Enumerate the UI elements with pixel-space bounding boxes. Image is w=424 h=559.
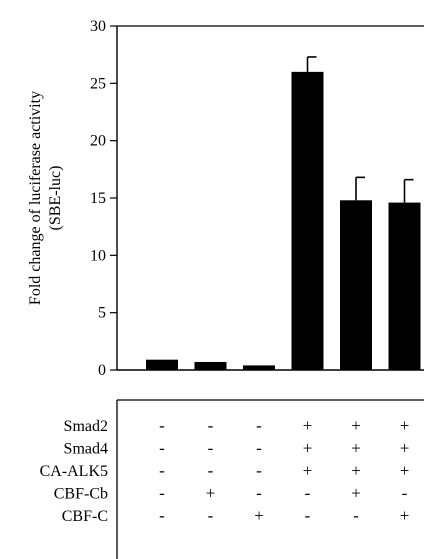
table-cell: + — [254, 506, 264, 525]
table-cell: - — [256, 484, 262, 503]
y-tick-label: 30 — [90, 18, 106, 35]
y-ticks: 0 5 10 15 20 25 30 — [90, 18, 117, 379]
table-cell: - — [305, 506, 311, 525]
table-cell: + — [351, 416, 361, 435]
y-tick-label: 5 — [98, 305, 106, 322]
table-cell: - — [256, 461, 262, 480]
table-cell: + — [351, 461, 361, 480]
table-cell: + — [303, 416, 313, 435]
treatment-table: Smad2- - - + + +Smad4- - - + + +CA-ALK5- - - + + +CBF-C… — [40, 399, 424, 559]
bar — [243, 365, 275, 370]
table-row-label: Smad4 — [64, 441, 108, 458]
table-row-label: Smad2 — [64, 418, 108, 435]
table-cell: - — [256, 439, 262, 458]
table-cell: - — [208, 439, 214, 458]
y-tick-label: 10 — [90, 247, 106, 264]
table-row: Smad2 - - - + + + — [64, 416, 410, 435]
table-row: CBF-Cb - + - - + - — [54, 484, 408, 503]
table-row: Smad4 - - - + + + — [64, 439, 410, 458]
table-cell: - — [159, 461, 165, 480]
y-tick-label: 15 — [90, 190, 106, 207]
table-cell: + — [400, 439, 410, 458]
table-row-label: CBF-Cb — [54, 486, 108, 503]
bars — [146, 56, 421, 370]
table-row: CBF-C - - + - - + — [62, 506, 410, 525]
table-cell: - — [159, 439, 165, 458]
table-row: CA-ALK5 - - - + + + — [40, 461, 410, 480]
y-axis-label: Fold change of luciferase activity (SBE-… — [27, 91, 64, 305]
table-cell: - — [208, 461, 214, 480]
table-cell: + — [400, 461, 410, 480]
table-cell: - — [353, 506, 359, 525]
table-cell: + — [351, 439, 361, 458]
bar — [340, 200, 372, 370]
table-cell: - — [208, 506, 214, 525]
bar — [291, 71, 324, 370]
table-cell: + — [351, 484, 361, 503]
table-cell: - — [159, 416, 165, 435]
y-axis-label-line1: Fold change of luciferase activity — [27, 91, 44, 305]
table-cell: - — [256, 416, 262, 435]
y-tick-label: 20 — [90, 133, 106, 150]
y-axis-label-line2: (SBE-luc) — [47, 166, 64, 231]
table-cell: + — [400, 416, 410, 435]
table-cell: - — [159, 506, 165, 525]
table-cell: + — [303, 461, 313, 480]
table-row-label: CBF-C — [62, 508, 108, 525]
y-tick-label: 0 — [98, 362, 106, 379]
axes — [116, 25, 424, 371]
table-cell: - — [208, 416, 214, 435]
bar — [194, 361, 227, 370]
y-tick-label: 25 — [90, 75, 106, 92]
table-cell: + — [400, 506, 410, 525]
table-cell: - — [402, 484, 408, 503]
table-row-label: CA-ALK5 — [40, 463, 108, 480]
bar — [388, 202, 421, 370]
table-cell: - — [305, 484, 311, 503]
table-cell: + — [206, 484, 216, 503]
bar — [146, 359, 178, 370]
table-cell: - — [159, 484, 165, 503]
table-cell: + — [303, 439, 313, 458]
